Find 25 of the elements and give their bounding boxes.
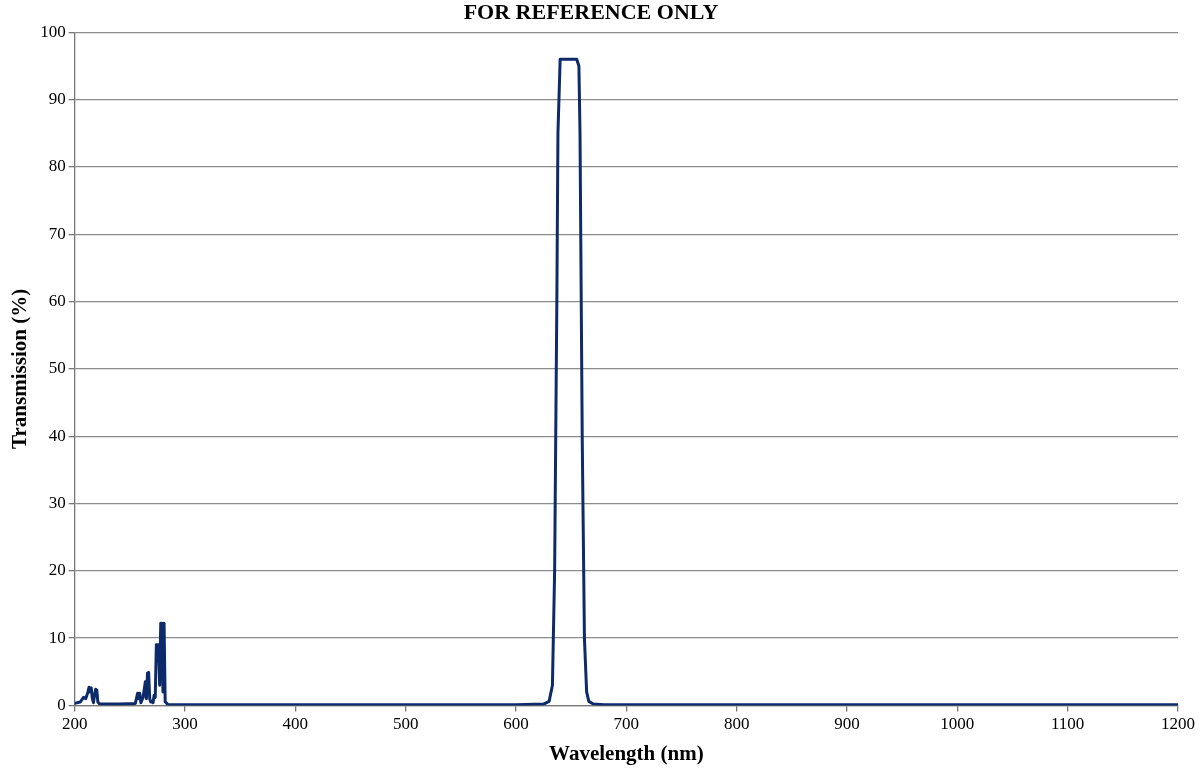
x-tick-label: 800 (723, 714, 750, 734)
y-axis-title: Transmission (%) (7, 288, 32, 449)
x-tick-label: 900 (834, 714, 860, 734)
x-tick-label: 300 (172, 714, 198, 734)
y-tick-label: 0 (57, 694, 66, 714)
x-tick-label: 600 (503, 714, 529, 734)
y-tick-label: 10 (48, 627, 66, 647)
y-tick-label: 100 (40, 21, 66, 41)
x-tick-label: 1100 (1050, 714, 1085, 734)
x-tick-label: 1200 (1161, 714, 1195, 734)
y-tick-label: 20 (48, 560, 66, 580)
y-tick-label: 80 (48, 156, 66, 176)
x-tick-label: 500 (392, 714, 419, 734)
y-tick-label: 60 (48, 291, 66, 311)
y-tick-label: 40 (48, 425, 66, 445)
x-tick-label: 700 (613, 714, 640, 734)
y-tick-label: 70 (48, 223, 66, 243)
y-tick-label: 90 (48, 89, 66, 109)
y-tick-label: 30 (48, 492, 66, 512)
x-tick-label: 200 (61, 714, 88, 734)
x-tick-label: 400 (282, 714, 309, 734)
x-tick-label: 1000 (940, 714, 975, 734)
x-axis-title: Wavelength (nm) (549, 740, 704, 765)
y-tick-label: 50 (48, 358, 66, 378)
chart-title: FOR REFERENCE ONLY (463, 0, 719, 24)
